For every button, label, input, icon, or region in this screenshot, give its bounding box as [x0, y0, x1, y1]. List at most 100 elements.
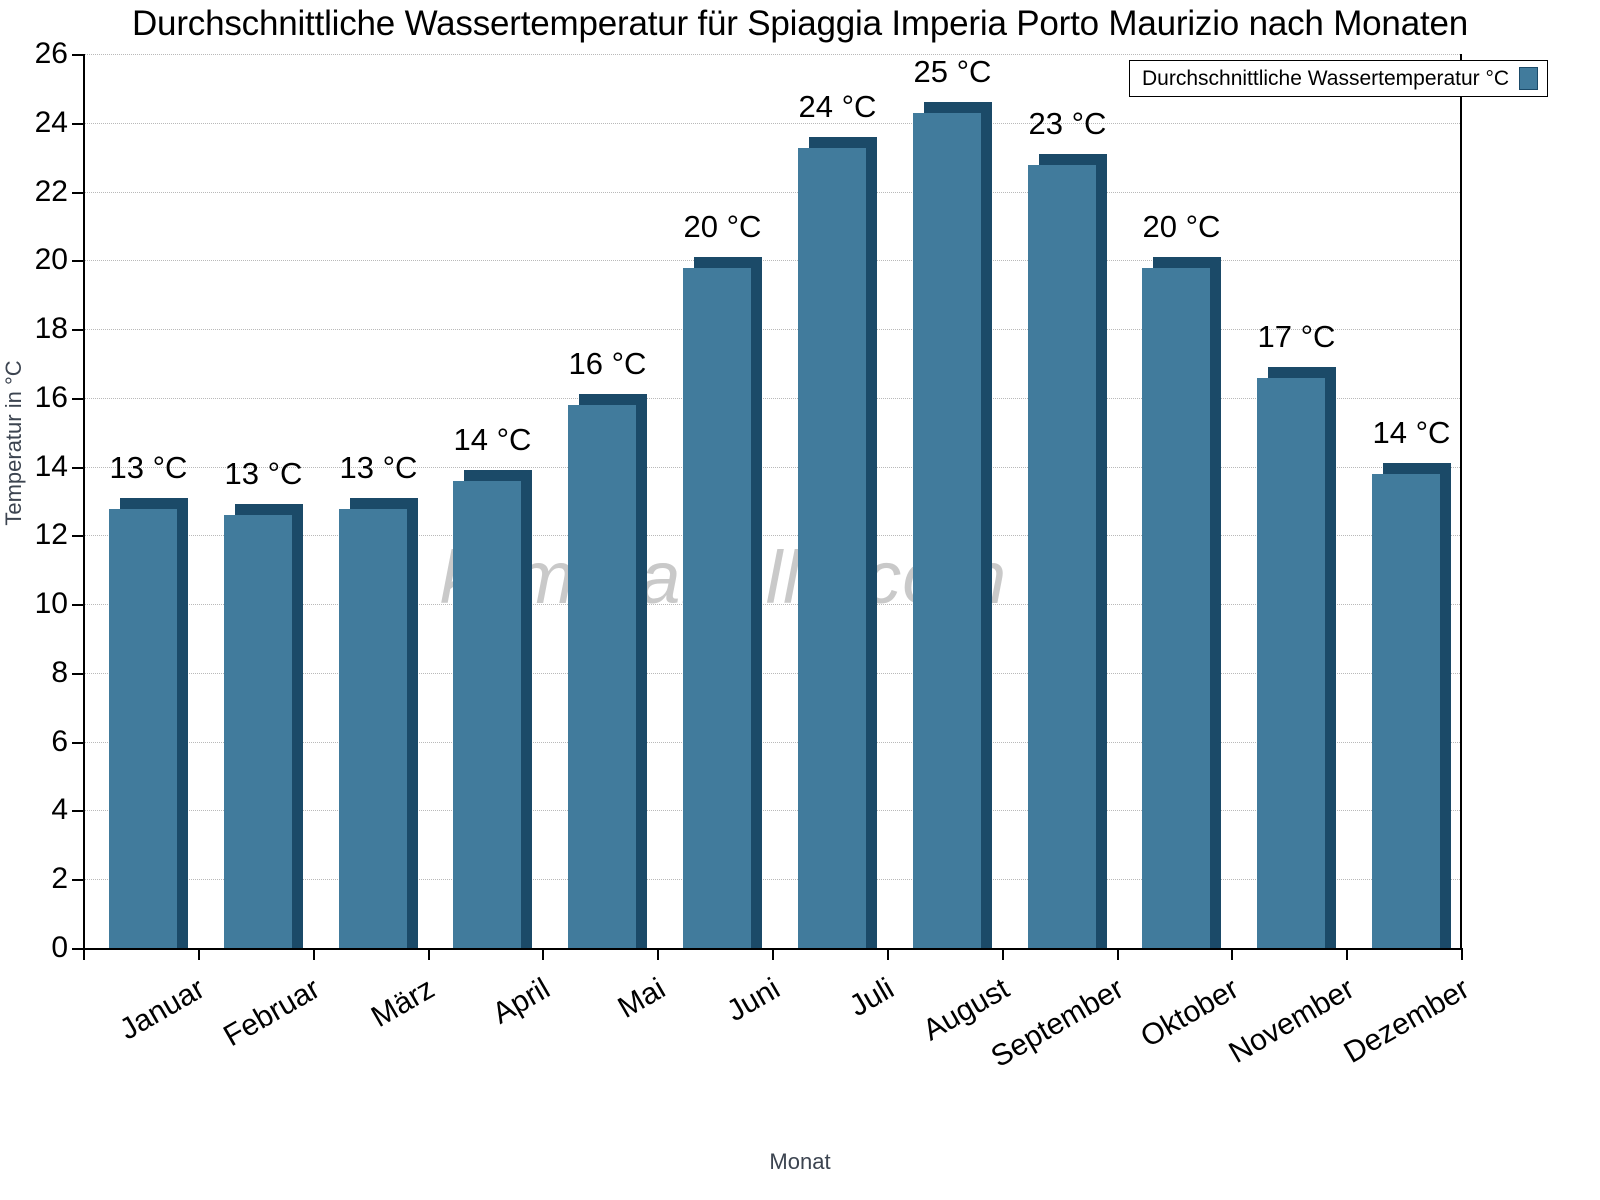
gridline [83, 810, 1460, 812]
bar-value-label: 20 °C [683, 208, 762, 244]
y-axis-line [83, 54, 85, 949]
y-axis-tick-label: 24 [34, 105, 68, 139]
bar-value-label: 13 °C [224, 456, 303, 492]
y-axis-tick [72, 397, 83, 400]
bar[interactable] [1142, 256, 1221, 948]
y-axis-tick-label: 18 [34, 312, 68, 346]
bar[interactable] [683, 256, 762, 948]
bar-value-label: 20 °C [1142, 208, 1221, 244]
y-axis-tick [72, 260, 83, 263]
bar-face [798, 147, 866, 948]
gridline [83, 741, 1460, 743]
bar-value-label: 24 °C [798, 88, 877, 124]
x-axis-tick [198, 948, 200, 960]
bar-face [913, 113, 981, 948]
gridline [83, 535, 1460, 537]
bar-face [339, 508, 407, 948]
bar-face [683, 267, 751, 948]
y-axis-tick-label: 26 [34, 37, 68, 70]
y-axis-tick-label: 10 [34, 587, 68, 621]
y-axis-tick [72, 879, 83, 882]
gridline [83, 604, 1460, 606]
y-axis-tick-label: 6 [51, 724, 68, 758]
y-axis-tick-label: 8 [51, 655, 68, 689]
x-axis-tick [772, 948, 774, 960]
gridline [83, 260, 1460, 262]
y-axis-tick [72, 535, 83, 538]
x-axis-tick [428, 948, 430, 960]
x-axis-tick [1461, 948, 1463, 960]
gridline [83, 329, 1460, 331]
x-axis-tick [1231, 948, 1233, 960]
bar[interactable] [1028, 153, 1107, 948]
gridline [83, 54, 1460, 55]
legend-color-swatch [1519, 67, 1539, 90]
gridline [83, 397, 1460, 399]
bar-value-label: 13 °C [339, 449, 418, 485]
x-axis-tick [313, 948, 315, 960]
gridline [83, 191, 1460, 193]
x-axis-tick [542, 948, 544, 960]
chart-title: Durchschnittliche Wassertemperatur für S… [131, 4, 1469, 43]
bar-face [109, 508, 177, 948]
y-axis-tick-label: 2 [51, 862, 68, 896]
bar-face [1028, 164, 1096, 948]
bar-face [453, 481, 521, 948]
bar[interactable] [109, 497, 188, 948]
y-axis-tick [72, 122, 83, 125]
bar[interactable] [1372, 463, 1451, 948]
bar-face [1257, 377, 1325, 948]
x-axis-tick [887, 948, 889, 960]
y-axis-tick [72, 672, 83, 675]
bar-face [224, 515, 292, 948]
gridline [83, 672, 1460, 674]
bar-face [568, 405, 636, 948]
legend: Durchschnittliche Wassertemperatur °C [1129, 60, 1549, 97]
x-axis-tick [1117, 948, 1119, 960]
y-axis-tick [72, 329, 83, 332]
gridline [83, 122, 1460, 124]
bar-face [1372, 474, 1440, 948]
plot-area [83, 54, 1460, 948]
plot-right-border [1460, 54, 1462, 949]
gridline [83, 879, 1460, 881]
y-axis-tick [72, 741, 83, 744]
bar[interactable] [913, 102, 992, 948]
y-axis-tick-label: 4 [51, 793, 68, 827]
x-axis-tick [83, 948, 85, 960]
x-axis-tick [1346, 948, 1348, 960]
x-axis-tick [657, 948, 659, 960]
y-axis-tick [72, 466, 83, 469]
bar-value-label: 23 °C [1028, 105, 1107, 141]
bar-face [1142, 267, 1210, 948]
bar[interactable] [339, 497, 418, 948]
bar-value-label: 17 °C [1257, 318, 1336, 354]
y-axis-tick [72, 54, 83, 56]
y-axis-tick [72, 948, 83, 950]
bar-value-label: 13 °C [109, 449, 188, 485]
bar[interactable] [568, 394, 647, 948]
bar-value-label: 14 °C [1372, 415, 1451, 451]
y-axis-tick-label: 16 [34, 380, 68, 414]
bar[interactable] [224, 504, 303, 948]
bar[interactable] [798, 136, 877, 948]
bar-value-label: 16 °C [568, 346, 647, 382]
gridline [83, 466, 1460, 468]
y-axis-tick-label: 12 [34, 518, 68, 552]
bar-value-label: 14 °C [453, 422, 532, 458]
bar[interactable] [1257, 366, 1336, 948]
y-axis-tick [72, 191, 83, 194]
y-axis-tick [72, 810, 83, 813]
x-axis-tick [1002, 948, 1004, 960]
y-axis-tick-label: 20 [34, 243, 68, 277]
y-axis-tick-label: 0 [51, 931, 68, 964]
bar-value-label: 25 °C [913, 54, 992, 90]
legend-label: Durchschnittliche Wassertemperatur °C [1142, 66, 1510, 90]
bar[interactable] [453, 470, 532, 948]
y-axis-tick-label: 14 [34, 449, 68, 483]
y-axis-tick-label: 22 [34, 174, 68, 208]
x-axis-title: Monat [769, 1149, 831, 1174]
y-axis-tick [72, 604, 83, 607]
